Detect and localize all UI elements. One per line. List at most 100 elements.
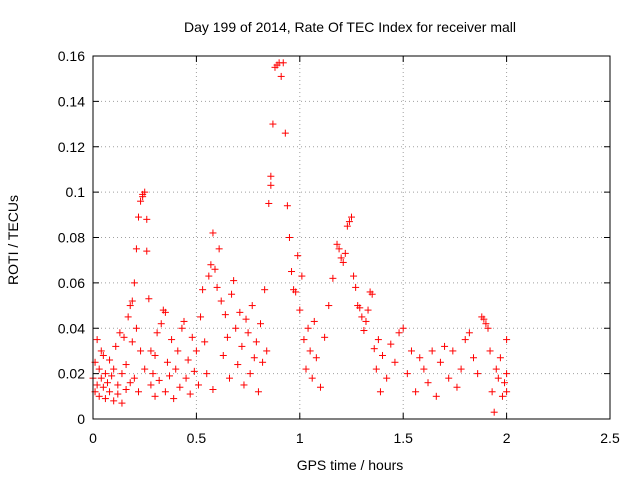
data-point-marker — [420, 365, 428, 373]
data-point-marker — [484, 324, 492, 332]
data-point-marker — [283, 202, 291, 210]
y-tick-label: 0.12 — [58, 139, 85, 155]
data-point-marker — [362, 317, 370, 325]
data-point-marker — [211, 265, 219, 273]
data-point-marker — [197, 313, 205, 321]
data-point-marker — [108, 372, 116, 380]
data-point-marker — [496, 354, 504, 362]
data-point-marker — [225, 374, 233, 382]
data-point-marker — [106, 388, 114, 396]
data-point-marker — [166, 372, 174, 380]
data-point-marker — [114, 390, 122, 398]
data-point-marker — [325, 302, 333, 310]
data-point-marker — [161, 308, 169, 316]
data-point-marker — [234, 361, 242, 369]
data-point-marker — [242, 315, 250, 323]
data-point-marker — [155, 376, 163, 384]
data-point-marker — [368, 290, 376, 298]
data-point-marker — [432, 392, 440, 400]
data-point-marker — [217, 297, 225, 305]
data-point-marker — [412, 388, 420, 396]
data-point-marker — [151, 351, 159, 359]
data-point-marker — [132, 245, 140, 253]
data-point-marker — [101, 370, 109, 378]
data-point-marker — [110, 397, 118, 405]
data-point-marker — [188, 333, 196, 341]
data-point-marker — [312, 354, 320, 362]
data-point-marker — [339, 258, 347, 266]
data-point-marker — [436, 358, 444, 366]
data-point-marker — [503, 370, 511, 378]
data-point-marker — [348, 213, 355, 221]
y-tick-label: 0.14 — [58, 93, 85, 109]
x-tick-label: 2.5 — [600, 430, 620, 446]
data-point-marker — [281, 129, 289, 137]
data-point-marker — [494, 374, 502, 382]
data-point-marker — [236, 308, 244, 316]
data-point-marker — [141, 365, 149, 373]
data-point-marker — [118, 370, 126, 378]
data-point-marker — [372, 365, 380, 373]
data-point-marker — [356, 304, 364, 312]
data-point-marker — [170, 395, 178, 403]
data-point-marker — [383, 374, 391, 382]
data-point-marker — [470, 354, 478, 362]
data-point-marker — [482, 320, 490, 328]
data-point-marker — [453, 383, 461, 391]
data-point-marker — [321, 333, 329, 341]
data-point-marker — [279, 59, 287, 67]
data-point-marker — [343, 222, 351, 230]
data-point-marker — [124, 313, 132, 321]
data-point-marker — [176, 383, 184, 391]
data-point-marker — [449, 347, 457, 355]
data-point-marker — [221, 311, 229, 319]
data-point-marker — [99, 351, 107, 359]
data-point-marker — [112, 342, 120, 350]
data-point-marker — [403, 370, 411, 378]
data-point-marker — [93, 381, 101, 389]
y-tick-label: 0.02 — [58, 366, 85, 382]
data-point-marker — [329, 274, 337, 282]
data-point-marker — [302, 365, 310, 373]
data-point-marker — [130, 279, 138, 287]
data-point-marker — [341, 249, 349, 257]
x-tick-label: 0 — [89, 430, 97, 446]
data-point-marker — [205, 272, 213, 280]
data-point-marker — [308, 374, 316, 382]
data-point-marker — [277, 72, 285, 80]
y-tick-label: 0.06 — [58, 275, 85, 291]
grid-layer — [93, 56, 610, 419]
y-tick-label: 0.16 — [58, 48, 85, 64]
data-point-marker — [97, 347, 105, 355]
data-point-marker — [285, 234, 293, 241]
data-point-marker — [265, 199, 273, 207]
data-point-marker — [370, 345, 378, 353]
data-point-marker — [246, 370, 254, 378]
data-point-marker — [134, 213, 142, 221]
data-point-marker — [178, 324, 186, 332]
data-point-marker — [364, 306, 372, 314]
data-point-marker — [99, 383, 107, 391]
data-point-marker — [254, 388, 262, 396]
data-point-marker — [126, 302, 134, 310]
data-point-marker — [441, 342, 449, 350]
data-point-marker — [149, 370, 157, 378]
data-point-marker — [345, 218, 353, 226]
data-point-marker — [172, 365, 180, 373]
data-point-marker — [337, 254, 345, 262]
data-point-marker — [503, 388, 511, 396]
data-point-marker — [360, 327, 368, 335]
y-axis-title: ROTI / TECUs — [5, 195, 21, 285]
data-point-marker — [153, 329, 161, 337]
data-point-marker — [116, 329, 124, 337]
data-point-marker — [141, 188, 149, 196]
data-point-marker — [130, 374, 138, 382]
data-point-marker — [416, 354, 424, 362]
data-point-marker — [161, 388, 169, 396]
data-point-marker — [143, 215, 151, 223]
chart-title: Day 199 of 2014, Rate Of TEC Index for r… — [184, 19, 516, 35]
data-point-marker — [110, 365, 118, 373]
data-point-marker — [145, 295, 153, 303]
data-point-marker — [128, 338, 136, 346]
